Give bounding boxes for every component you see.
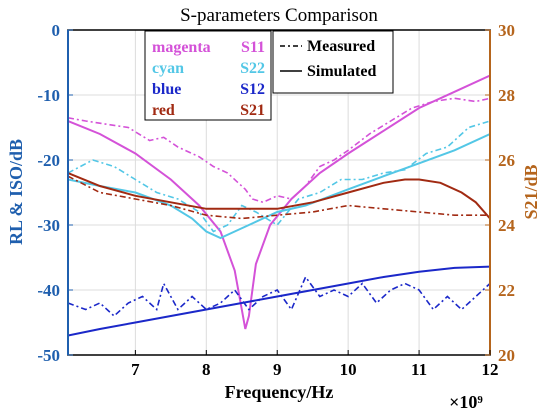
color-legend: magenta S11 cyan S22 blue S12 red S21: [144, 30, 272, 121]
right-tick-label: 28: [498, 86, 515, 105]
left-axis-label: RL & ISO/dB: [6, 139, 26, 245]
style-legend-box: [272, 30, 394, 94]
legend-param-name: S12: [240, 81, 265, 98]
left-tick-label: -20: [37, 151, 60, 170]
x-tick-label: 7: [131, 360, 140, 379]
x-axis-label: Frequency/Hz: [225, 382, 334, 402]
series-s11-measured: [68, 97, 490, 204]
x-tick-label: 8: [202, 360, 211, 379]
legend-style-label: Simulated: [307, 63, 376, 80]
legend-color-word: magenta: [152, 39, 211, 56]
series-s11-simulated: [68, 74, 490, 330]
left-tick-label: -30: [37, 216, 60, 235]
legend-style-label: Measured: [307, 38, 375, 55]
series-s12-simulated: [68, 265, 490, 337]
series-layer: [68, 74, 490, 337]
x-tick-label: 10: [340, 360, 357, 379]
right-tick-label: 26: [498, 151, 515, 170]
legend-param-name: S11: [241, 39, 265, 56]
left-tick-label: -10: [37, 86, 60, 105]
legend-color-word: cyan: [152, 60, 184, 77]
right-tick-label: 20: [498, 346, 515, 365]
x-tick-label: 9: [273, 360, 282, 379]
legend-color-word: red: [152, 102, 175, 119]
left-tick-label: -40: [37, 281, 60, 300]
legend-param-name: S22: [240, 60, 265, 77]
x-tick-label: 12: [482, 360, 499, 379]
legend-param-name: S21: [240, 102, 265, 119]
series-s22-measured: [68, 120, 490, 233]
left-tick-label: -50: [37, 346, 60, 365]
tick-layer: 7 8 9 10 11 12 0 -10 -20 -30 -40 -50 30 28 26 24 22 20: [37, 21, 515, 379]
x-axis-exponent: ×10⁹: [449, 392, 483, 412]
right-tick-label: 24: [498, 216, 516, 235]
chart-title: S-parameters Comparison: [180, 5, 378, 26]
series-s12-measured: [68, 275, 490, 318]
x-tick-label: 11: [411, 360, 427, 379]
series-s21-measured: [68, 175, 490, 220]
color-legend-box: [144, 30, 272, 121]
right-tick-label: 30: [498, 21, 515, 40]
series-s21-simulated: [68, 172, 490, 220]
left-tick-label: 0: [52, 21, 61, 40]
right-tick-label: 22: [498, 281, 515, 300]
right-axis-label: S21/dB: [521, 164, 541, 219]
legend-color-word: blue: [152, 81, 181, 98]
style-legend: Measured Simulated: [272, 30, 394, 94]
